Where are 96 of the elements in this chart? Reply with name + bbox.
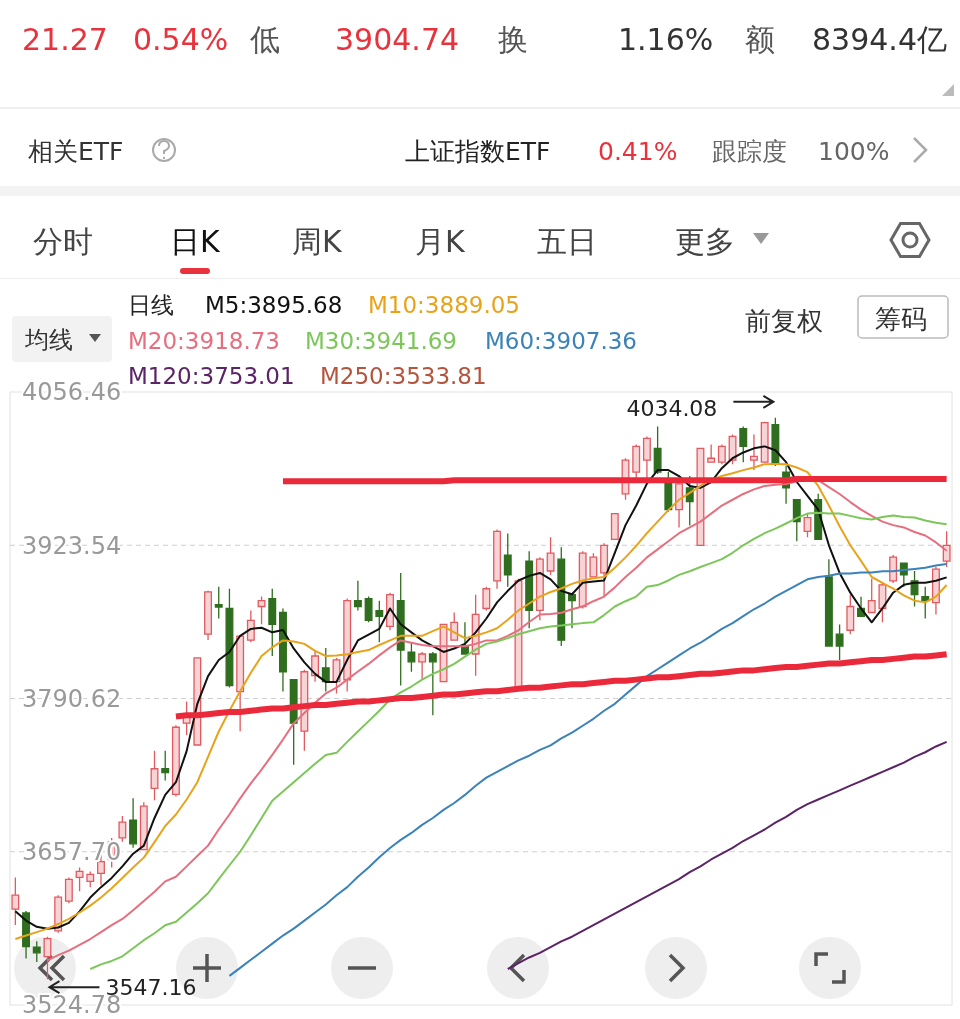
candlestick: [129, 797, 138, 849]
candlestick: [835, 623, 844, 661]
candlestick: [75, 866, 84, 892]
candlestick: [364, 595, 373, 623]
y-tick-label: 3923.54: [22, 531, 122, 560]
line-series: [228, 562, 948, 977]
candlestick: [664, 471, 673, 513]
candlestick: [493, 528, 502, 590]
text: 分时: [33, 224, 93, 259]
text: M30:3941.69: [305, 328, 457, 354]
text: 月K: [415, 224, 466, 259]
candlestick: [225, 588, 234, 689]
candlestick: [568, 593, 576, 629]
candlestick: [279, 607, 287, 693]
candlestick: [546, 536, 555, 576]
y-tick-label: 4056.46: [22, 378, 122, 407]
text: 均线: [24, 326, 73, 354]
candlestick: [921, 586, 930, 620]
candlestick: [728, 433, 737, 465]
text: 相关ETF: [28, 137, 124, 166]
text: 周K: [292, 224, 343, 259]
candlestick: [482, 586, 491, 612]
text: M20:3918.73: [128, 328, 280, 354]
candlestick: [118, 815, 127, 843]
candlestick: [86, 870, 95, 888]
candlestick: [535, 556, 544, 621]
candlestick: [407, 641, 416, 673]
candlestick: [771, 417, 780, 467]
candlestick: [321, 647, 330, 693]
candlestick: [525, 550, 534, 629]
candlestick: [514, 578, 523, 689]
text: 低: [250, 22, 280, 57]
candlestick: [589, 552, 598, 578]
candlestick: [353, 580, 362, 612]
candlestick: [32, 940, 41, 963]
candlestick: [43, 936, 52, 980]
candlestick: [675, 481, 683, 529]
text: 更多: [675, 224, 735, 259]
candlestick: [418, 651, 427, 681]
text: M250:3533.81: [320, 363, 487, 389]
text: 日线: [128, 292, 174, 318]
candlestick: [760, 421, 769, 463]
candlestick: [878, 582, 887, 623]
candlestick: [889, 554, 898, 584]
candlestick: [846, 593, 855, 635]
text: 跟踪度: [712, 137, 787, 166]
text: M120:3753.01: [128, 363, 295, 389]
candlestick: [792, 499, 801, 542]
text: M5:3895.68: [205, 292, 343, 318]
candlestick: [803, 512, 812, 538]
text: 1.16%: [618, 22, 714, 57]
text: 五日: [537, 224, 597, 259]
candlestick: [824, 558, 833, 647]
candlestick: [204, 590, 212, 641]
candlestick: [343, 597, 352, 693]
candlestick: [717, 443, 726, 465]
candlestick: [460, 621, 469, 655]
candlestick: [236, 634, 245, 732]
candlestick: [150, 750, 159, 801]
candlestick: [653, 425, 662, 475]
text: 前复权: [745, 306, 823, 336]
text: 8394.4亿: [812, 22, 947, 57]
candlestick: [600, 542, 609, 598]
candlestick: [739, 425, 748, 463]
candlestick: [257, 595, 266, 625]
text: 筹码: [875, 304, 927, 334]
text: M60:3907.36: [485, 328, 637, 354]
candlestick: [750, 433, 758, 471]
text: 21.27: [22, 22, 108, 57]
candlestick: [64, 876, 73, 904]
candlestick: [707, 443, 716, 463]
candlestick: [11, 876, 20, 926]
text: 日K: [170, 224, 221, 259]
candlestick: [503, 532, 512, 588]
candlestick: [161, 750, 170, 782]
candlestick: [171, 724, 180, 798]
text: 100%: [818, 137, 890, 166]
y-tick-label: 3790.62: [22, 684, 122, 713]
text: 0.41%: [598, 137, 678, 166]
text: 3904.74: [335, 22, 460, 57]
candlestick: [375, 599, 384, 643]
text: M10:3889.05: [368, 292, 520, 318]
candlestick: [428, 651, 437, 717]
candlestick: [268, 588, 277, 657]
text: 换: [498, 22, 528, 57]
text: 0.54%: [133, 22, 229, 57]
line-series: [506, 740, 948, 971]
text: 额: [745, 22, 775, 57]
annotation: 4034.08: [626, 395, 718, 421]
candlestick: [942, 530, 951, 568]
candlestick: [557, 546, 566, 647]
candlestick: [610, 512, 619, 540]
candlestick: [867, 578, 876, 614]
candlestick: [139, 801, 148, 851]
candlestick: [214, 586, 223, 620]
text: 上证指数ETF: [405, 137, 551, 166]
